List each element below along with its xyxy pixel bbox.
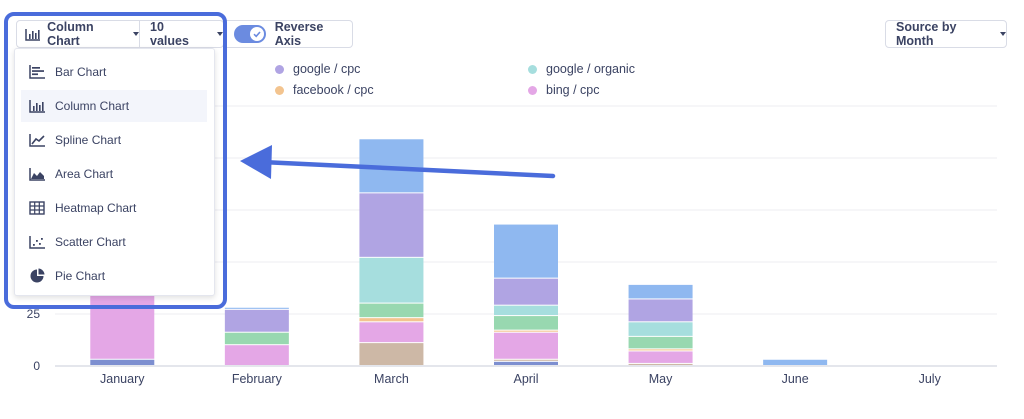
heatmap-chart-icon	[29, 201, 45, 215]
bar-segment[interactable]	[359, 318, 424, 322]
bar-segment[interactable]	[224, 309, 289, 332]
chevron-down-icon	[1000, 32, 1006, 36]
bar-chart-icon	[29, 65, 45, 79]
legend-dot	[528, 64, 537, 74]
x-tick-label: July	[919, 372, 942, 386]
bar-segment[interactable]	[494, 224, 558, 278]
bar-segment[interactable]	[494, 332, 558, 359]
legend-item-bing-cpc[interactable]: bing / cpc	[528, 83, 600, 97]
reverse-axis-label: Reverse Axis	[274, 20, 324, 48]
menu-item-scatter-chart[interactable]: Scatter Chart	[21, 226, 207, 258]
source-label: Source by Month	[896, 20, 957, 48]
x-tick-label: June	[782, 372, 809, 386]
bar-segment[interactable]	[628, 299, 693, 322]
values-count-select[interactable]: 10 values	[140, 20, 224, 48]
menu-item-column-chart[interactable]: Column Chart	[21, 90, 207, 122]
bar-segment[interactable]	[224, 332, 289, 345]
bar-segment[interactable]	[359, 343, 424, 365]
area-chart-icon	[29, 168, 45, 181]
bar-segment[interactable]	[90, 359, 155, 365]
menu-item-label: Spline Chart	[55, 133, 122, 147]
bar-segment[interactable]	[359, 303, 424, 318]
bar-segment[interactable]	[494, 330, 558, 332]
menu-item-label: Heatmap Chart	[55, 201, 137, 215]
x-tick-label: January	[100, 372, 145, 386]
menu-item-pie-chart[interactable]: Pie Chart	[21, 260, 207, 292]
legend-label: google / organic	[546, 62, 635, 76]
legend-label: bing / cpc	[546, 83, 600, 97]
chart-type-dropdown: Bar Chart Column Chart Spline Chart Area…	[14, 48, 215, 296]
bar-segment[interactable]	[224, 307, 289, 309]
legend-label: google / cpc	[293, 62, 361, 76]
bar-segment[interactable]	[359, 257, 424, 303]
bar-segment[interactable]	[359, 139, 424, 193]
legend-label: facebook / cpc	[293, 83, 374, 97]
menu-item-heatmap-chart[interactable]: Heatmap Chart	[21, 192, 207, 224]
legend-item-google-cpc[interactable]: google / cpc	[275, 62, 360, 76]
bar-segment[interactable]	[628, 336, 693, 349]
legend-item-facebook-cpc[interactable]: facebook / cpc	[275, 83, 374, 97]
bar-segment[interactable]	[494, 359, 558, 361]
values-count-label: 10 values	[150, 20, 189, 48]
menu-item-label: Pie Chart	[55, 269, 106, 283]
source-select[interactable]: Source by Month	[885, 20, 1007, 48]
menu-item-label: Scatter Chart	[55, 235, 126, 249]
y-tick-label: 0	[33, 359, 40, 373]
spline-chart-icon	[29, 134, 45, 147]
bar-segment[interactable]	[359, 322, 424, 343]
reverse-axis-control: Reverse Axis	[224, 20, 353, 48]
legend-dot	[275, 64, 284, 74]
bar-segment[interactable]	[494, 305, 558, 316]
bar-segment[interactable]	[628, 349, 693, 351]
column-chart-icon	[25, 28, 40, 41]
bar-segment[interactable]	[628, 322, 693, 336]
bar-segment[interactable]	[494, 316, 558, 330]
legend-dot	[528, 85, 537, 95]
menu-item-label: Area Chart	[55, 167, 114, 181]
bar-segment[interactable]	[494, 278, 558, 305]
bar-segment[interactable]	[359, 193, 424, 257]
reverse-axis-toggle[interactable]	[234, 25, 266, 43]
pie-chart-icon	[30, 268, 45, 283]
toggle-knob	[249, 27, 264, 41]
x-tick-label: May	[649, 372, 673, 386]
menu-item-spline-chart[interactable]: Spline Chart	[21, 124, 207, 156]
chevron-down-icon	[133, 32, 139, 36]
bar-segment[interactable]	[763, 359, 828, 365]
bar-segment[interactable]	[90, 286, 155, 359]
menu-item-label: Column Chart	[55, 99, 130, 113]
scatter-chart-icon	[29, 236, 45, 249]
chevron-down-icon	[217, 32, 223, 36]
bar-segment[interactable]	[224, 345, 289, 365]
x-tick-label: April	[513, 372, 538, 386]
x-tick-label: March	[374, 372, 409, 386]
menu-item-bar-chart[interactable]: Bar Chart	[21, 56, 207, 88]
bar-segment[interactable]	[628, 284, 693, 299]
bar-segment[interactable]	[628, 351, 693, 363]
legend-item-google-organic[interactable]: google / organic	[528, 62, 635, 76]
x-tick-label: February	[232, 372, 283, 386]
bar-segment[interactable]	[628, 363, 693, 365]
menu-item-label: Bar Chart	[55, 65, 107, 79]
legend-dot	[275, 85, 284, 95]
chart-type-select[interactable]: Column Chart	[16, 20, 140, 48]
check-icon	[253, 31, 261, 38]
column-chart-icon	[29, 100, 45, 113]
chart-type-label: Column Chart	[47, 20, 94, 48]
menu-item-area-chart[interactable]: Area Chart	[21, 158, 207, 190]
bar-segment[interactable]	[494, 361, 558, 365]
y-tick-label: 25	[27, 307, 41, 321]
